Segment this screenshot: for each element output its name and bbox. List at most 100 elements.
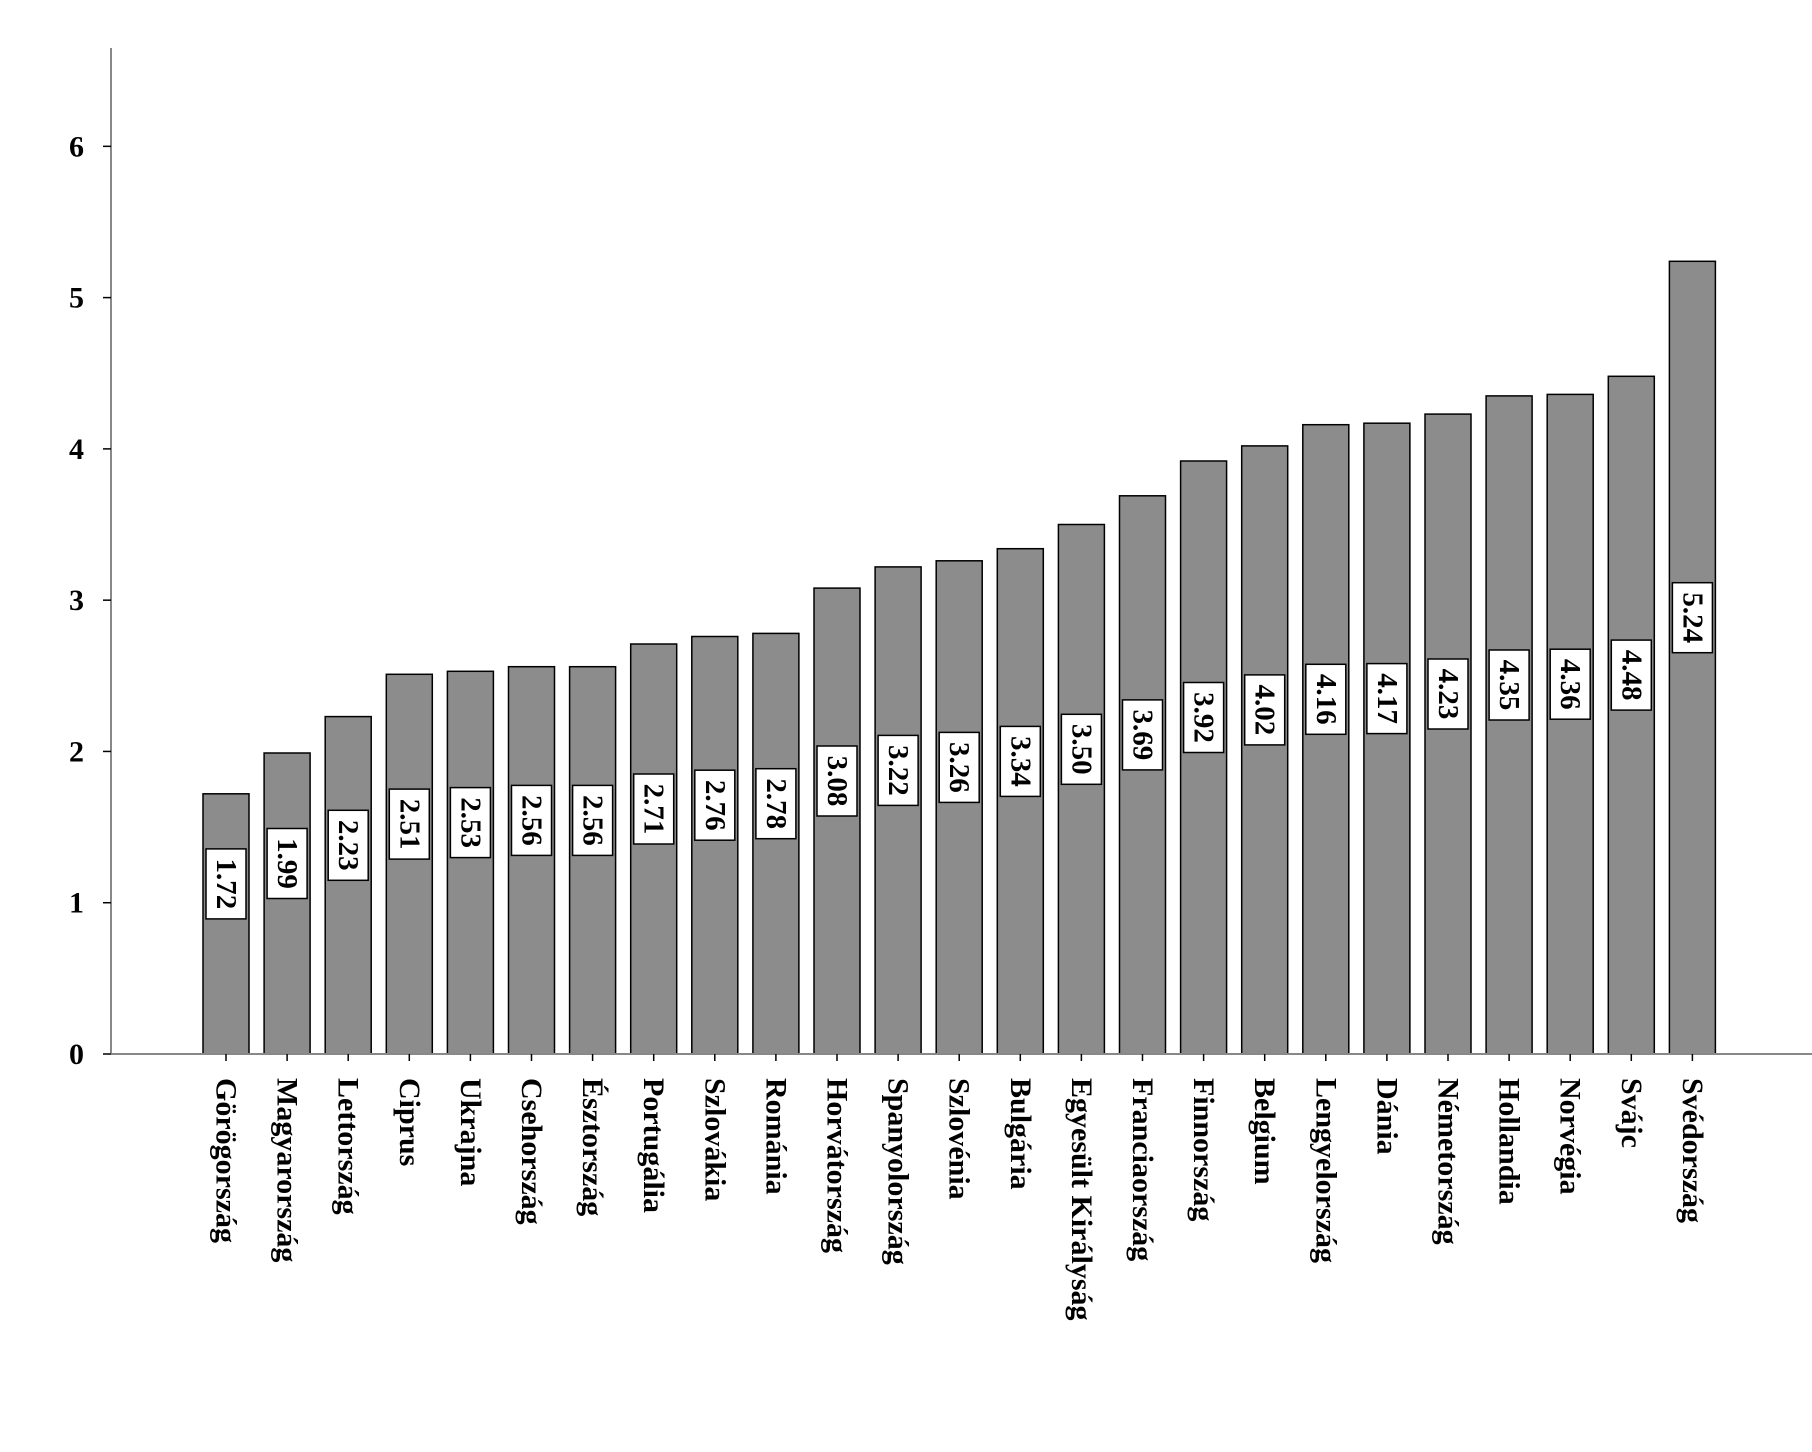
value-label-box bbox=[1305, 663, 1347, 736]
y-tick-label: 0 bbox=[69, 1038, 84, 1071]
value-label-box bbox=[1121, 699, 1164, 771]
bar bbox=[629, 643, 678, 1055]
value-label-text: 3.69 bbox=[1127, 710, 1159, 761]
value-label: 3.26 bbox=[938, 731, 980, 804]
value-label-box bbox=[1366, 662, 1408, 735]
x-category-label: Észtország bbox=[576, 1078, 609, 1216]
y-tick-label: 3 bbox=[69, 584, 84, 617]
x-category-label: Ciprus bbox=[393, 1078, 426, 1166]
value-label-box bbox=[449, 786, 492, 859]
bar bbox=[263, 752, 311, 1055]
value-label: 4.23 bbox=[1427, 658, 1469, 730]
value-label-box bbox=[510, 784, 553, 857]
value-label-box bbox=[205, 848, 247, 920]
value-label: 5.24 bbox=[1671, 581, 1714, 654]
value-label: 3.08 bbox=[816, 745, 858, 817]
value-label-box bbox=[1243, 674, 1286, 746]
bar bbox=[568, 665, 617, 1055]
bar bbox=[202, 793, 250, 1055]
value-label: 3.22 bbox=[877, 734, 919, 807]
value-label: 2.71 bbox=[632, 773, 675, 845]
bar bbox=[1118, 495, 1167, 1055]
bar bbox=[752, 632, 800, 1055]
x-category-label: Ukrajna bbox=[454, 1078, 487, 1186]
value-label-text: 3.92 bbox=[1188, 692, 1220, 743]
value-label-text: 2.56 bbox=[516, 795, 548, 846]
bar bbox=[446, 670, 495, 1055]
value-label-box bbox=[571, 784, 614, 857]
value-label-box bbox=[632, 773, 675, 845]
value-label: 3.50 bbox=[1060, 713, 1103, 786]
value-label: 4.35 bbox=[1488, 649, 1530, 721]
value-label-text: 3.50 bbox=[1065, 724, 1097, 775]
value-label-box bbox=[755, 767, 797, 840]
value-label: 2.23 bbox=[327, 809, 369, 882]
value-label-box bbox=[1182, 681, 1225, 754]
value-label-text: 2.23 bbox=[332, 820, 364, 871]
value-label-text: 3.22 bbox=[882, 745, 914, 796]
x-category-label: Belgium bbox=[1248, 1078, 1281, 1185]
value-label-text: 4.35 bbox=[1493, 660, 1525, 711]
x-labels-group: Görögország Magyarország Lettország Ciprus U… bbox=[210, 1078, 1709, 1321]
value-label-text: 2.53 bbox=[454, 797, 486, 848]
y-tick-label: 2 bbox=[69, 735, 84, 768]
bar bbox=[507, 665, 556, 1055]
value-labels-group: 1.72 1.99 2.23 2.51 2.53 2.56 2.56 2.71 2.76 2.78… bbox=[205, 581, 1714, 920]
value-label: 3.92 bbox=[1182, 681, 1225, 754]
value-label-box bbox=[1060, 713, 1103, 786]
value-label-text: 4.17 bbox=[1371, 673, 1403, 724]
x-category-label: Franciaország bbox=[1126, 1078, 1159, 1261]
x-category-label: Norvégia bbox=[1554, 1078, 1587, 1195]
y-tick-label: 6 bbox=[69, 130, 84, 163]
bar bbox=[1057, 523, 1106, 1055]
value-label-text: 4.36 bbox=[1554, 659, 1586, 710]
x-category-label: Dánia bbox=[1370, 1078, 1403, 1155]
value-label-box bbox=[1671, 581, 1714, 654]
x-category-label: Görögország bbox=[210, 1078, 243, 1243]
value-label-box bbox=[999, 725, 1042, 798]
value-label-text: 1.99 bbox=[271, 838, 303, 889]
value-label-box bbox=[1427, 658, 1469, 730]
x-category-label: Svájc bbox=[1615, 1078, 1648, 1148]
value-label-box bbox=[938, 731, 980, 804]
bar bbox=[935, 560, 983, 1055]
value-label-text: 4.16 bbox=[1310, 674, 1342, 725]
x-category-label: Bulgária bbox=[1004, 1078, 1037, 1190]
value-label: 2.78 bbox=[755, 767, 797, 840]
x-category-label: Magyarország bbox=[271, 1078, 304, 1262]
x-category-label: Hollandia bbox=[1493, 1078, 1526, 1205]
x-category-label: Svédország bbox=[1676, 1078, 1709, 1223]
x-category-label: Portugália bbox=[637, 1078, 670, 1213]
value-label: 1.72 bbox=[205, 848, 247, 920]
value-label-text: 1.72 bbox=[210, 859, 242, 910]
value-label: 3.69 bbox=[1121, 699, 1164, 771]
value-label: 4.17 bbox=[1366, 662, 1408, 735]
value-label-text: 5.24 bbox=[1676, 592, 1708, 643]
y-tick-label: 4 bbox=[69, 433, 84, 466]
x-category-label: Finnország bbox=[1187, 1078, 1220, 1221]
bar bbox=[691, 635, 739, 1055]
x-category-label: Lettország bbox=[332, 1078, 365, 1215]
value-label-text: 3.26 bbox=[943, 742, 975, 793]
y-tick-label: 1 bbox=[69, 887, 84, 920]
x-category-label: Románia bbox=[759, 1078, 792, 1195]
bar bbox=[324, 715, 372, 1055]
value-label-text: 2.78 bbox=[760, 778, 792, 829]
value-label: 2.56 bbox=[510, 784, 553, 857]
bar bbox=[1546, 393, 1594, 1055]
value-label-text: 4.48 bbox=[1615, 650, 1647, 701]
x-category-label: Szlovákia bbox=[698, 1078, 731, 1201]
x-category-label: Lengyelország bbox=[1309, 1078, 1342, 1263]
bar bbox=[1302, 423, 1350, 1055]
x-category-label: Szlovénia bbox=[943, 1078, 976, 1200]
value-label-text: 4.02 bbox=[1249, 685, 1281, 736]
value-label-text: 2.71 bbox=[638, 784, 670, 835]
value-label-box bbox=[1610, 639, 1653, 711]
bar bbox=[385, 673, 434, 1055]
value-label: 3.34 bbox=[999, 725, 1042, 798]
value-label: 4.02 bbox=[1243, 674, 1286, 746]
bar bbox=[1363, 422, 1411, 1055]
value-label-box bbox=[1488, 649, 1530, 721]
x-category-label: Horvátország bbox=[821, 1078, 854, 1253]
